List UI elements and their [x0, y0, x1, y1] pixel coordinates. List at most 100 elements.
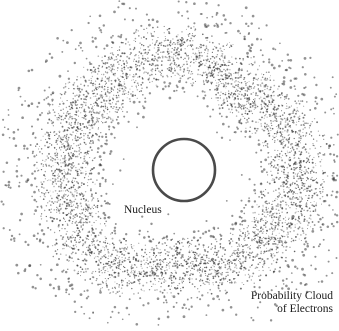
cloud-dot [269, 88, 272, 91]
cloud-dot [213, 73, 215, 75]
cloud-dot [87, 152, 89, 155]
cloud-dot [269, 127, 272, 130]
cloud-dot [23, 147, 26, 150]
cloud-dot [291, 146, 294, 148]
cloud-dot [194, 34, 196, 37]
cloud-dot [181, 255, 184, 258]
cloud-dot [179, 75, 181, 77]
cloud-dot [96, 206, 99, 209]
cloud-dot [74, 81, 76, 83]
cloud-dot [297, 94, 300, 97]
cloud-dot [104, 62, 107, 64]
cloud-dot [277, 104, 280, 107]
cloud-dot [252, 230, 254, 233]
cloud-dot [67, 152, 70, 155]
cloud-dot [186, 262, 189, 265]
cloud-dot [153, 277, 156, 280]
cloud-dot [229, 102, 231, 104]
cloud-dot [98, 268, 100, 270]
cloud-dot [196, 73, 199, 76]
cloud-dot [300, 204, 303, 207]
cloud-dot [190, 56, 192, 58]
cloud-dot [118, 107, 121, 109]
cloud-dot [307, 177, 309, 180]
cloud-dot [86, 122, 89, 124]
cloud-dot [222, 122, 225, 126]
cloud-dot [82, 251, 84, 253]
cloud-dot [157, 36, 159, 39]
cloud-dot [179, 79, 181, 82]
cloud-dot [204, 259, 206, 262]
cloud-dot [77, 130, 79, 132]
cloud-dot [240, 108, 243, 110]
cloud-dot [303, 105, 305, 107]
cloud-dot [217, 63, 220, 66]
cloud-dot [296, 143, 299, 146]
cloud-dot [231, 63, 234, 65]
cloud-dot [317, 245, 320, 248]
cloud-dot [149, 271, 152, 273]
cloud-dot [286, 176, 288, 179]
cloud-dot [88, 253, 91, 255]
cloud-dot [273, 84, 276, 87]
cloud-dot [267, 243, 270, 246]
cloud-dot [64, 162, 66, 164]
cloud-dot [47, 102, 50, 106]
cloud-dot [110, 91, 112, 93]
cloud-dot [66, 110, 69, 113]
cloud-dot [126, 55, 129, 58]
cloud-dot [63, 160, 66, 163]
cloud-dot [266, 229, 268, 232]
cloud-dot [108, 57, 110, 59]
cloud-dot [123, 78, 125, 80]
cloud-dot [72, 217, 75, 220]
cloud-dot [153, 271, 156, 274]
cloud-dot [215, 281, 218, 284]
cloud-dot [53, 231, 56, 234]
cloud-dot [101, 73, 103, 75]
cloud-dot [311, 221, 314, 223]
cloud-dot [57, 225, 60, 228]
cloud-dot [279, 176, 281, 179]
cloud-dot [330, 136, 333, 139]
cloud-dot [76, 132, 78, 134]
cloud-dot [95, 270, 97, 273]
cloud-dot [201, 90, 204, 93]
cloud-dot [114, 256, 117, 259]
cloud-dot [167, 85, 170, 88]
cloud-dot [64, 158, 66, 160]
cloud-dot [123, 93, 126, 95]
cloud-dot [117, 50, 118, 52]
cloud-dot [185, 260, 188, 263]
cloud-dot [51, 201, 53, 203]
cloud-dot [292, 181, 294, 183]
cloud-dot [48, 179, 50, 181]
cloud-dot [91, 206, 93, 208]
cloud-dot [304, 247, 307, 251]
cloud-dot [267, 133, 269, 135]
cloud-dot [290, 105, 292, 107]
cloud-dot [303, 215, 306, 218]
cloud-dot [42, 165, 45, 167]
cloud-dot [179, 66, 182, 69]
cloud-dot [24, 100, 26, 102]
cloud-dot [114, 286, 116, 289]
cloud-dot [219, 242, 222, 245]
cloud-dot [257, 229, 259, 231]
cloud-dot [43, 195, 45, 197]
cloud-dot [86, 161, 89, 164]
cloud-dot [122, 85, 124, 87]
cloud-dot [90, 111, 93, 113]
cloud-dot [160, 74, 161, 75]
cloud-dot [290, 148, 291, 150]
cloud-dot [60, 109, 62, 111]
cloud-dot [294, 163, 297, 166]
cloud-dot [108, 76, 111, 78]
cloud-dot [232, 44, 234, 46]
cloud-dot [7, 184, 10, 187]
cloud-dot [57, 137, 59, 140]
cloud-dot [144, 100, 147, 103]
cloud-dot [97, 112, 100, 115]
cloud-dot [100, 194, 103, 197]
cloud-dot [94, 234, 97, 237]
